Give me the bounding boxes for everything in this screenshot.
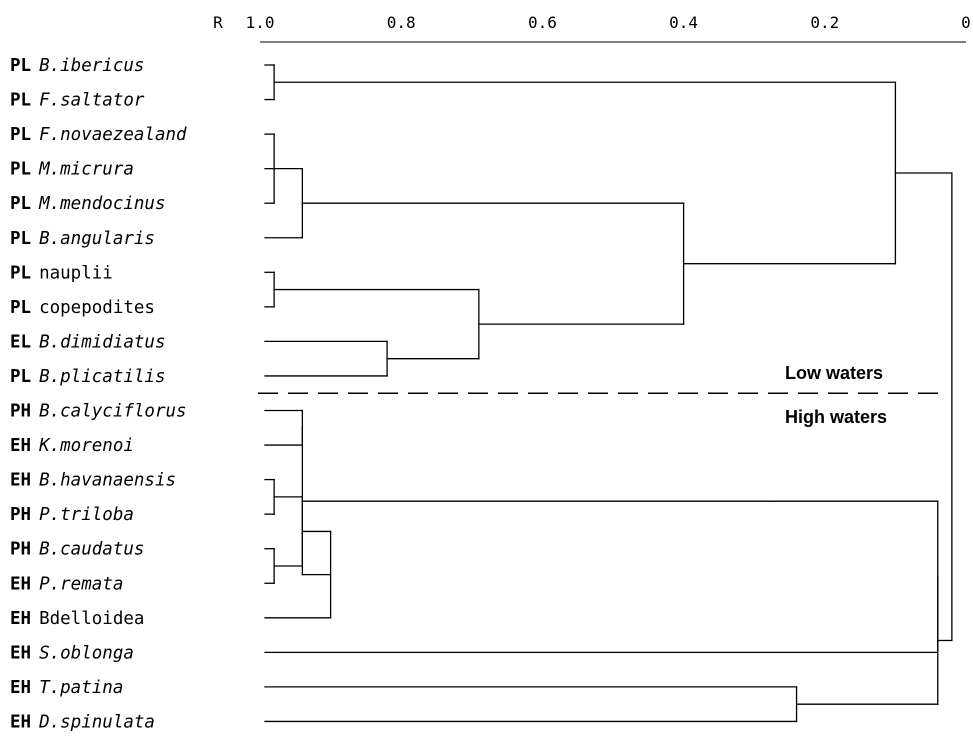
leaf-name: F.novaezealand: [39, 125, 187, 145]
leaf-labels: PL B.ibericus PL F.saltator PL F.novaezealand…: [10, 56, 187, 732]
leaf-group: PH: [10, 402, 31, 422]
leaf-name: T.patina: [39, 678, 123, 698]
leaf-name: nauplii: [39, 263, 113, 283]
leaf-group: EH: [10, 436, 31, 456]
leaf-label: PH P.triloba: [10, 505, 134, 525]
leaf-group: EH: [10, 574, 31, 594]
leaf-name: M.mendocinus: [38, 194, 165, 214]
leaf-group: PL: [10, 229, 31, 249]
leaf-label: PL nauplii: [10, 263, 113, 283]
leaf-label: EL B.dimidiatus: [10, 332, 166, 352]
leaf-name: B.caudatus: [39, 540, 144, 560]
annotations: Low waters High waters: [258, 363, 945, 427]
leaf-name: B.ibericus: [39, 56, 144, 76]
axis-label: R: [213, 13, 223, 32]
leaf-name: P.triloba: [39, 505, 134, 525]
leaf-name: B.havanaensis: [39, 471, 176, 491]
annotation-high-waters: High waters: [785, 407, 887, 427]
leaf-group: PL: [10, 160, 31, 180]
leaf-label: EH S.oblonga: [10, 643, 134, 663]
leaf-group: EH: [10, 471, 31, 491]
annotation-low-waters: Low waters: [785, 363, 883, 383]
leaf-group: PL: [10, 263, 31, 283]
leaf-name: copepodites: [39, 298, 155, 318]
leaf-group: PL: [10, 298, 31, 318]
leaf-name: M.micrura: [38, 160, 134, 180]
leaf-label: PL B.ibericus: [10, 56, 144, 76]
r-axis: R 1.0 0.8 0.6 0.4 0.2 0: [213, 13, 971, 43]
leaf-group: EL: [10, 332, 31, 352]
leaf-name: B.angularis: [39, 229, 155, 249]
leaf-label: PL M.mendocinus: [10, 194, 166, 214]
leaf-name: B.plicatilis: [39, 367, 165, 387]
leaf-label: EH B.havanaensis: [10, 471, 176, 491]
leaf-group: EH: [10, 643, 31, 663]
tick-label: 0.2: [810, 13, 839, 32]
dendrogram-tree: [264, 64, 953, 723]
leaf-label: PL M.micrura: [10, 160, 134, 180]
leaf-group: PH: [10, 505, 31, 525]
leaf-name: B.calyciflorus: [39, 402, 187, 422]
leaf-group: EH: [10, 678, 31, 698]
leaf-label: PL F.novaezealand: [10, 125, 187, 145]
leaf-label: PL F.saltator: [10, 91, 145, 111]
leaf-group: PL: [10, 56, 31, 76]
leaf-name: F.saltator: [39, 91, 145, 111]
leaf-group: PL: [10, 91, 31, 111]
leaf-label: PL B.angularis: [10, 229, 155, 249]
leaf-group: EH: [10, 712, 31, 732]
leaf-label: EH K.morenoi: [10, 436, 134, 456]
leaf-group: EH: [10, 609, 31, 629]
leaf-label: PL copepodites: [10, 298, 155, 318]
leaf-group: PL: [10, 194, 31, 214]
leaf-label: EH P.remata: [10, 574, 123, 594]
leaf-group: PL: [10, 125, 31, 145]
tick-label: 0.6: [528, 13, 557, 32]
leaf-name: B.dimidiatus: [39, 332, 165, 352]
leaf-name: D.spinulata: [38, 712, 155, 732]
leaf-label: PH B.caudatus: [10, 540, 144, 560]
tick-label: 0.4: [669, 13, 698, 32]
tick-label: 0: [961, 13, 971, 32]
leaf-name: P.remata: [39, 574, 123, 594]
leaf-name: K.morenoi: [38, 436, 134, 456]
tick-label: 1.0: [246, 13, 275, 32]
leaf-label: EH T.patina: [10, 678, 123, 698]
leaf-label: PH B.calyciflorus: [10, 402, 187, 422]
leaf-label: PL B.plicatilis: [10, 367, 166, 387]
leaf-label: EH D.spinulata: [10, 712, 155, 732]
leaf-name: Bdelloidea: [39, 609, 144, 629]
tick-label: 0.8: [387, 13, 416, 32]
leaf-label: EH Bdelloidea: [10, 609, 144, 629]
leaf-group: PH: [10, 540, 31, 560]
leaf-name: S.oblonga: [39, 643, 134, 663]
leaf-group: PL: [10, 367, 31, 387]
